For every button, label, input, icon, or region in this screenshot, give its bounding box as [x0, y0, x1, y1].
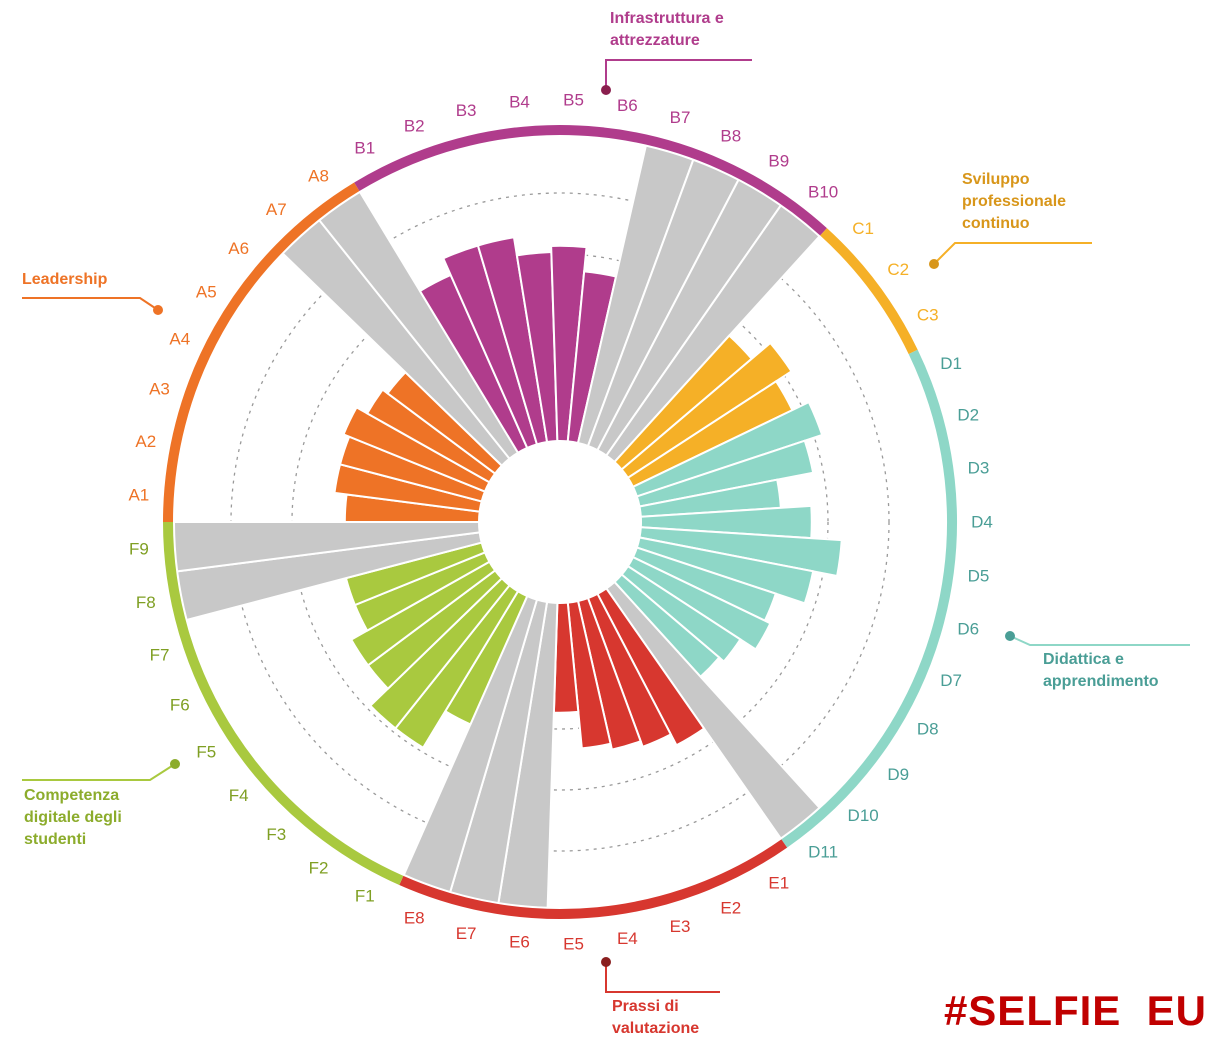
group-callout-dot — [601, 85, 611, 95]
tick-label-f2: F2 — [309, 859, 329, 878]
group-callout-line — [605, 962, 720, 993]
group-label-line: Prassi di — [612, 998, 679, 1015]
group-ring-2 — [820, 228, 918, 355]
group-callout-dot — [170, 759, 180, 769]
group-ring-0 — [163, 182, 360, 523]
tick-label-f6: F6 — [170, 696, 190, 715]
tick-label-b9: B9 — [768, 152, 789, 171]
tick-label-c1: C1 — [852, 219, 874, 238]
brand-hashtag: #SELFIE EU — [943, 987, 1207, 1034]
tick-label-e6: E6 — [509, 933, 530, 952]
tick-label-d2: D2 — [957, 405, 979, 424]
tick-label-d1: D1 — [940, 354, 962, 373]
tick-label-e3: E3 — [670, 917, 691, 936]
tick-label-b5: B5 — [563, 91, 584, 110]
group-callout-line — [605, 59, 752, 90]
group-ring-1 — [354, 125, 827, 236]
tick-label-a5: A5 — [196, 282, 217, 301]
group-ring-5 — [163, 521, 404, 886]
tick-label-f3: F3 — [266, 825, 286, 844]
group-labels: Leadership Infrastruttura e attrezzature Sv… — [22, 10, 1190, 1037]
tick-label-f8: F8 — [136, 593, 156, 612]
group-callout-dot — [929, 259, 939, 269]
tick-label-d9: D9 — [887, 765, 909, 784]
tick-label-e5: E5 — [563, 934, 584, 953]
bar-f9 — [172, 521, 481, 573]
tick-label-a4: A4 — [169, 329, 190, 348]
tick-label-a6: A6 — [228, 239, 249, 258]
group-label-line: attrezzature — [610, 32, 700, 49]
group-label-line: Infrastruttura e — [610, 10, 724, 27]
group-label-line: apprendimento — [1043, 673, 1159, 690]
group-label-line: Leadership — [22, 271, 108, 288]
tick-label-f9: F9 — [129, 540, 149, 559]
group-label-line: valutazione — [612, 1020, 699, 1037]
tick-label-a1: A1 — [128, 485, 149, 504]
tick-label-d8: D8 — [917, 720, 939, 739]
tick-labels: A1 A2 A3 A4 A5 A6 A7 A8 B1 B2 B3 B4 B5 B6 B7 B8 B9 B10 C1 C… — [128, 91, 992, 954]
tick-label-f5: F5 — [196, 743, 216, 762]
group-label-line: digitale degli — [24, 809, 122, 826]
group-label-line: Sviluppo — [962, 171, 1030, 188]
group-rings — [163, 125, 957, 919]
tick-label-e4: E4 — [617, 929, 638, 948]
tick-label-b1: B1 — [354, 138, 375, 157]
group-callout-line — [22, 297, 159, 311]
group-callout-dot — [601, 957, 611, 967]
tick-label-b8: B8 — [720, 127, 741, 146]
group-label-line: professionale — [962, 193, 1066, 210]
group-callout-line — [1009, 635, 1190, 646]
tick-label-e1: E1 — [768, 873, 789, 892]
tick-label-d6: D6 — [957, 620, 979, 639]
group-callout-dot — [153, 305, 163, 315]
group-ring-4 — [399, 839, 788, 919]
tick-label-b10: B10 — [808, 183, 838, 202]
group-label-line: Competenza — [24, 787, 119, 804]
tick-label-f1: F1 — [355, 887, 375, 906]
tick-label-d3: D3 — [968, 459, 990, 478]
group-label-line: studenti — [24, 831, 86, 848]
tick-label-b3: B3 — [456, 101, 477, 120]
tick-label-c3: C3 — [917, 305, 939, 324]
group-ring-3 — [781, 349, 957, 848]
tick-label-b4: B4 — [509, 92, 530, 111]
bars — [172, 144, 843, 909]
tick-label-e2: E2 — [720, 898, 741, 917]
tick-label-b7: B7 — [670, 108, 691, 127]
group-label-line: Didattica e — [1043, 651, 1124, 668]
group-callout-line — [22, 763, 176, 781]
tick-label-b6: B6 — [617, 96, 638, 115]
tick-label-a3: A3 — [149, 380, 170, 399]
tick-label-e7: E7 — [456, 924, 477, 943]
tick-label-f7: F7 — [150, 645, 170, 664]
tick-label-d7: D7 — [940, 671, 962, 690]
tick-label-f4: F4 — [229, 786, 249, 805]
tick-label-e8: E8 — [404, 909, 425, 928]
tick-label-b2: B2 — [404, 116, 425, 135]
tick-label-a8: A8 — [308, 166, 329, 185]
tick-label-d5: D5 — [968, 566, 990, 585]
group-callout-line — [933, 242, 1092, 265]
tick-label-d4: D4 — [971, 513, 993, 532]
tick-label-d11: D11 — [808, 842, 838, 861]
group-label-line: continuo — [962, 215, 1030, 232]
tick-label-c2: C2 — [887, 260, 909, 279]
tick-label-d10: D10 — [848, 806, 879, 825]
group-callout-dot — [1005, 631, 1015, 641]
tick-label-a7: A7 — [266, 200, 287, 219]
tick-label-a2: A2 — [135, 432, 156, 451]
